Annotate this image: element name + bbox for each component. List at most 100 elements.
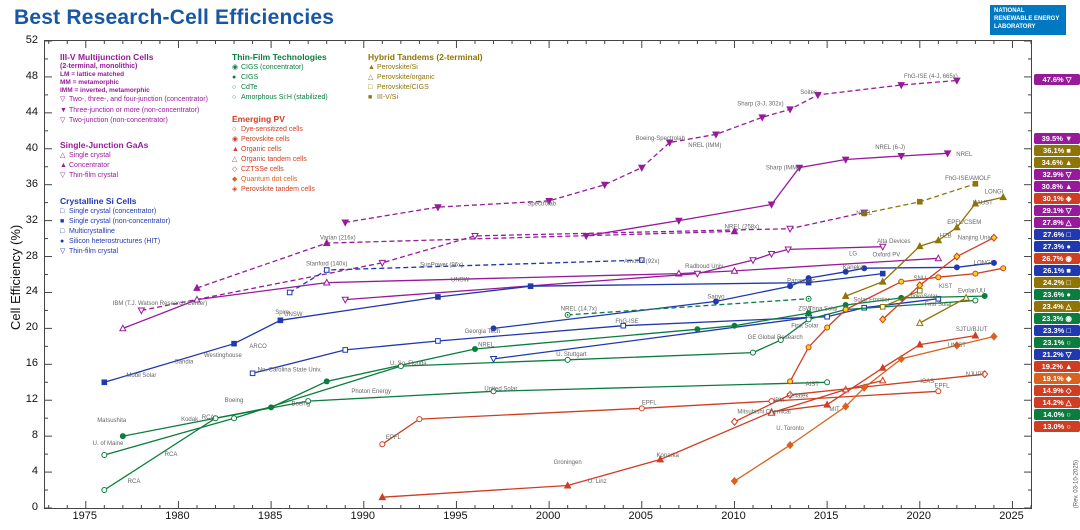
series-marker-icon: ▼ bbox=[60, 106, 67, 114]
data-point-gaas-single-crystal bbox=[934, 254, 943, 262]
cell-record-annotation: RCA bbox=[202, 415, 215, 421]
data-point-si-single bbox=[879, 270, 886, 277]
record-efficiency-badge: 26.7% ◉ bbox=[1034, 253, 1080, 264]
data-point-si-multicrystalline bbox=[435, 338, 441, 344]
legend-group-title: Crystalline Si Cells bbox=[60, 196, 137, 206]
cell-record-annotation: Alta Devices bbox=[877, 239, 910, 245]
data-point-organic bbox=[563, 481, 572, 489]
data-point-multijunction-concentrator bbox=[897, 82, 906, 90]
data-point-dye-sensitized bbox=[379, 441, 386, 448]
data-point-cigs-concentrator bbox=[564, 311, 571, 318]
legend-item: ▲ Concentrator bbox=[60, 161, 148, 171]
legend-item-label: Organic tandem cells bbox=[241, 156, 307, 164]
legend-item-label: Single crystal (non-concentrator) bbox=[69, 217, 171, 225]
data-point-organic bbox=[823, 400, 831, 408]
cell-record-annotation: NREL bbox=[478, 342, 495, 348]
data-point-multijunction-concentrator bbox=[637, 164, 646, 172]
cell-record-annotation: NREL (258x) bbox=[725, 225, 759, 231]
record-efficiency-badge: 26.1% ■ bbox=[1034, 264, 1080, 276]
data-point-si-single-concentrator bbox=[286, 289, 293, 296]
cell-record-annotation: Konarka bbox=[657, 453, 680, 459]
record-efficiency-badge: 27.6% □ bbox=[1034, 229, 1080, 241]
data-point-amorphous-si bbox=[824, 379, 831, 386]
data-point-perovskite-tandem bbox=[879, 315, 887, 324]
data-point-two-junction-nonconcentrator bbox=[471, 232, 479, 241]
data-point-cigs bbox=[119, 433, 126, 440]
cell-record-annotation: NREL (14.7x) bbox=[561, 306, 597, 312]
data-point-two-junction-nonconcentrator bbox=[378, 259, 387, 268]
cell-record-annotation: UNSW bbox=[284, 312, 303, 318]
data-point-perovskite bbox=[972, 270, 979, 277]
legend-item: △ Single crystal bbox=[60, 151, 148, 161]
legend-item-label: Dye-sensitized cells bbox=[241, 125, 303, 133]
series-marker-icon: ▽ bbox=[60, 96, 66, 104]
cell-record-annotation: UNSW bbox=[451, 278, 470, 284]
cell-record-annotation: U. So. Florida bbox=[390, 361, 427, 367]
series-line-perovskite-organic bbox=[919, 297, 967, 324]
series-marker-icon: □ bbox=[60, 207, 65, 215]
record-efficiency-badge: 24.2% □ bbox=[1034, 276, 1080, 288]
series-line-cdte bbox=[104, 299, 976, 456]
data-point-cdte bbox=[231, 415, 238, 422]
y-tick-label: 4 bbox=[31, 465, 38, 478]
data-point-perovskite bbox=[824, 324, 831, 331]
cell-record-annotation: U. Linz bbox=[588, 479, 607, 485]
data-point-two-junction-nonconcentrator bbox=[137, 307, 146, 315]
page-title: Best Research-Cell Efficiencies bbox=[14, 6, 335, 29]
series-marker-icon: ◉ bbox=[232, 63, 239, 71]
cell-record-annotation: SunPower (96x) bbox=[420, 262, 463, 268]
x-tick-label: 2020 bbox=[906, 510, 932, 522]
series-marker-icon: ▽ bbox=[60, 116, 66, 124]
cell-record-annotation: U. of Maine bbox=[93, 441, 124, 447]
cell-record-annotation: United Solar bbox=[484, 386, 517, 392]
cell-record-annotation: Nanjing Univ. bbox=[958, 236, 994, 242]
legend-item-label: CIGS bbox=[241, 73, 259, 81]
data-point-gaas-single-crystal bbox=[730, 266, 739, 274]
series-line-perovskite bbox=[789, 267, 1004, 382]
x-tick-label: 1985 bbox=[257, 510, 283, 522]
data-point-multijunction-concentrator bbox=[341, 219, 350, 227]
series-line-gaas-single-crystal bbox=[122, 257, 939, 330]
legend-item: ○ Amorphous Si:H (stabilized) bbox=[232, 93, 328, 103]
series-marker-icon: ▽ bbox=[60, 171, 66, 179]
data-point-perovskite-tandem bbox=[953, 252, 961, 261]
legend-item-label: Multicrystalline bbox=[69, 227, 115, 235]
cell-record-annotation: Evolar/UU bbox=[958, 289, 985, 295]
cell-record-annotation: UNIST bbox=[948, 343, 966, 349]
legend-item: △ Perovskite/organic bbox=[368, 73, 483, 83]
legend-item-label: Single crystal (concentrator) bbox=[69, 207, 157, 215]
legend-item-label: Two-, three-, and four-junction (concent… bbox=[69, 96, 208, 104]
data-point-perovskite-si bbox=[915, 241, 924, 250]
cell-record-annotation: Kodak bbox=[181, 417, 199, 423]
data-point-multijunction-concentrator bbox=[786, 106, 794, 114]
data-point-si-hit bbox=[990, 259, 997, 266]
cell-record-annotation: MIT bbox=[829, 407, 840, 413]
cell-record-annotation: ZSW bbox=[798, 306, 812, 312]
data-point-cigs bbox=[323, 378, 330, 385]
cell-record-annotation: NREL (IMM) bbox=[688, 143, 721, 149]
data-point-si-hit bbox=[787, 283, 794, 290]
cell-record-annotation: Mobil Solar bbox=[126, 373, 156, 379]
data-point-amorphous-si bbox=[101, 487, 108, 494]
data-point-perovskite bbox=[1000, 265, 1007, 272]
record-efficiency-badge: 47.6% ▽ bbox=[1034, 74, 1080, 85]
series-marker-icon: ◉ bbox=[232, 135, 239, 143]
cell-record-annotation: NJUPT bbox=[966, 372, 986, 378]
record-efficiency-badge: 27.8% △ bbox=[1034, 217, 1080, 229]
cell-record-annotation: LG bbox=[849, 252, 857, 258]
record-efficiency-badge: 29.1% ▽ bbox=[1034, 205, 1080, 217]
data-point-si-multicrystalline bbox=[620, 322, 627, 329]
legend-item: ○ Dye-sensitized cells bbox=[232, 125, 315, 135]
data-point-dye-sensitized bbox=[935, 388, 942, 395]
cell-record-annotation: Spire bbox=[275, 310, 290, 316]
data-point-perovskite-si bbox=[841, 291, 850, 299]
y-tick-label: 16 bbox=[25, 357, 38, 370]
data-point-quantum-dot bbox=[841, 402, 850, 411]
cell-record-annotation: LONGi bbox=[974, 261, 992, 267]
cell-record-annotation: No. Carolina State Univ. bbox=[258, 368, 322, 374]
data-point-dye-sensitized bbox=[416, 416, 423, 423]
data-point-perovskite-si bbox=[934, 236, 943, 244]
revision-note: (Rev. 03-10-2025) bbox=[1073, 460, 1079, 509]
data-point-three-junction-nonconcentrator bbox=[675, 217, 683, 225]
cell-record-annotation: FhG-ISE bbox=[615, 319, 638, 325]
